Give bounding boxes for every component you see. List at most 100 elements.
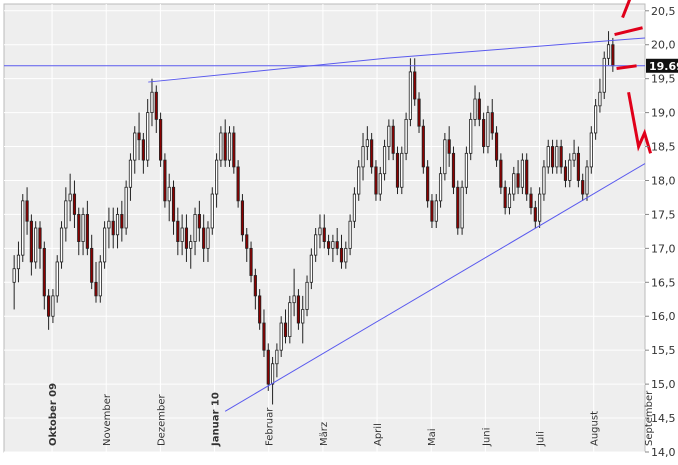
y-tick-label: 20,5 <box>651 5 676 18</box>
candle-body <box>94 281 98 297</box>
candle-body <box>292 295 296 304</box>
candle-body <box>171 186 176 222</box>
candle-body <box>417 98 421 127</box>
marker-stroke <box>614 26 643 37</box>
candle-body <box>370 139 374 168</box>
y-axis: 14,0 14,5 15,0 15,5 16,0 16,5 17,0 17,5 18,0 18,5… <box>645 5 676 459</box>
candle-body <box>206 227 210 249</box>
marker-stroke <box>627 91 653 154</box>
candle-body <box>47 295 51 317</box>
candle-body <box>85 214 89 249</box>
candle-body <box>245 234 249 249</box>
y-tick-label: 18,0 <box>651 174 676 187</box>
candle-body <box>391 125 395 154</box>
candle-body <box>546 146 550 168</box>
candle-body <box>176 220 180 242</box>
candle-body <box>426 166 430 202</box>
candle-body <box>262 322 266 351</box>
candle-body <box>550 146 555 168</box>
candle-body <box>594 105 598 134</box>
candle-body <box>490 112 494 134</box>
annotation-markers <box>614 0 653 154</box>
candle-body <box>421 125 425 168</box>
candle-body <box>395 152 400 188</box>
candle-body <box>499 159 503 188</box>
candle-body <box>68 193 72 202</box>
candle-body <box>240 200 245 236</box>
candle-body <box>382 146 387 175</box>
candle-body <box>296 295 301 324</box>
candle-body <box>473 98 477 120</box>
y-tick-label: 15,0 <box>651 378 676 391</box>
candle-body <box>516 173 520 188</box>
x-tick-label: November <box>102 393 113 446</box>
last-price-tag: 19.69 <box>646 58 678 73</box>
candle-body <box>55 261 59 297</box>
candle-body <box>34 227 38 263</box>
candle-body <box>559 146 563 168</box>
candle-body <box>232 132 236 168</box>
candle-body <box>77 214 81 242</box>
candle-body <box>42 247 46 297</box>
candle-body <box>115 214 120 236</box>
candle-body <box>275 349 279 365</box>
candle-body <box>270 363 275 385</box>
candle-body <box>602 57 606 93</box>
candle-body <box>146 112 150 161</box>
candle-body <box>464 152 468 188</box>
candle-body <box>128 159 133 188</box>
candle-body <box>72 193 77 215</box>
candle-body <box>339 247 344 263</box>
x-tick-label: Juli <box>536 431 547 447</box>
candle-body <box>507 193 512 209</box>
candle-body <box>98 261 102 297</box>
candle-body <box>167 186 171 202</box>
candle-body <box>438 173 443 202</box>
candle-body <box>309 254 313 283</box>
candle-body <box>348 220 352 249</box>
candle-body <box>503 186 507 209</box>
candle-body <box>184 227 189 249</box>
candle-body <box>59 227 64 263</box>
candle-body <box>133 132 137 161</box>
candle-body <box>249 247 253 276</box>
candle-body <box>215 159 219 195</box>
candle-body <box>387 125 391 147</box>
candle-body <box>589 132 593 168</box>
trendline <box>148 57 386 83</box>
candle-body <box>598 91 602 107</box>
candle-body <box>361 146 365 168</box>
candle-body <box>107 220 111 229</box>
x-tick-label: März <box>319 422 330 446</box>
candle-body <box>202 227 206 249</box>
candle-body <box>576 152 580 181</box>
x-tick-label: September <box>644 390 655 446</box>
candle-body <box>606 44 611 59</box>
candle-body <box>344 247 348 263</box>
candle-body <box>374 166 378 195</box>
candle-body <box>81 214 85 242</box>
y-tick-label: 18,5 <box>651 141 676 154</box>
candle-body <box>456 186 460 229</box>
candle-body <box>378 173 382 195</box>
candle-body <box>16 254 21 270</box>
candle-body <box>555 146 559 168</box>
candle-body <box>266 349 270 385</box>
candle-body <box>447 139 451 154</box>
candle-body <box>413 71 417 100</box>
candle-body <box>314 234 318 256</box>
candle-body <box>253 275 257 297</box>
candle-body <box>533 207 537 222</box>
y-tick-label: 20,0 <box>651 39 676 52</box>
candle-body <box>141 139 145 161</box>
candle-body <box>611 44 615 67</box>
candle-body <box>525 159 529 195</box>
candle-body <box>572 152 576 161</box>
candle-body <box>542 166 546 195</box>
candle-body <box>335 241 339 249</box>
candle-body <box>322 227 326 242</box>
y-tick-label: 17,5 <box>651 208 676 221</box>
candle-body <box>193 214 197 242</box>
x-axis: Oktober 09 November Dezember Januar 10 Febru… <box>48 383 655 447</box>
candle-body <box>227 132 232 161</box>
